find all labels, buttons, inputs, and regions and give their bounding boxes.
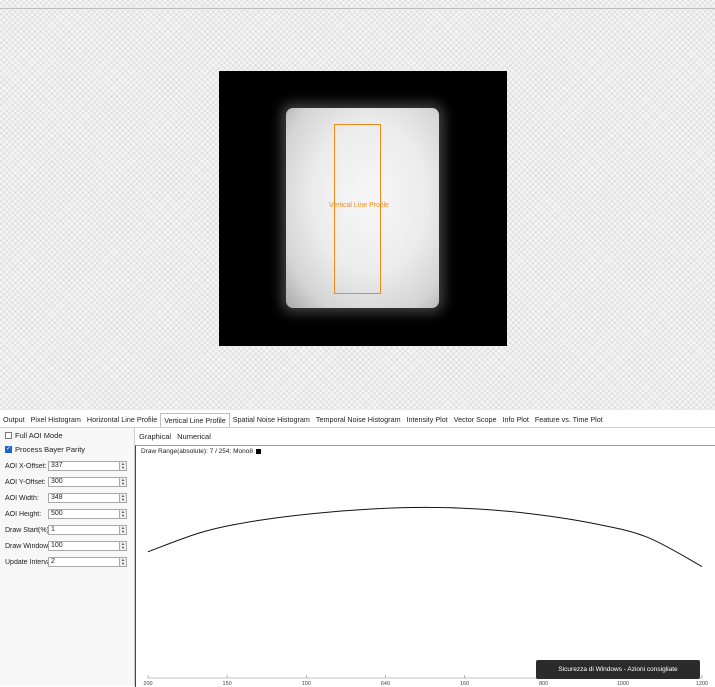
draw-window-input[interactable]: 100 (48, 541, 120, 551)
tab-pixel-histogram[interactable]: Pixel Histogram (30, 415, 81, 424)
subtab-graphical[interactable]: Graphical (137, 432, 174, 442)
draw-start-row: Draw Start(%): 1 ▲ ▼ (5, 524, 133, 536)
windows-security-toast[interactable]: Sicurezza di Windows - Azioni consigliat… (536, 660, 700, 679)
x-tick-label: 640 (381, 681, 390, 686)
update-interval-input[interactable]: 2 (48, 557, 120, 567)
graph-panel: Graphical Numerical Draw Range(absolute)… (135, 428, 715, 687)
spinner-arrows-icon[interactable]: ▲ ▼ (120, 493, 127, 503)
x-tick-label: 100 (302, 681, 311, 686)
aoi-y-offset-row: AOI Y-Offset: 300 ▲ ▼ (5, 476, 133, 488)
line-profile-plot: Draw Range(absolute): 7 / 254; Mono8 200… (135, 445, 715, 687)
tab-feature-vs-time-plot[interactable]: Feature vs. Time Plot (534, 415, 603, 424)
spinner-arrows-icon[interactable]: ▲ ▼ (120, 461, 127, 471)
param-label: AOI Width: (5, 494, 39, 502)
param-label: AOI Y-Offset: (5, 478, 46, 486)
x-tick-label: 800 (539, 681, 548, 686)
aoi-rectangle[interactable] (334, 124, 381, 294)
update-interval-row: Update Interval: 2 ▲▼ (5, 556, 133, 568)
aoi-overlay-label: Vertical Line Profile (329, 202, 389, 209)
tab-info-plot[interactable]: Info Plot (502, 415, 529, 424)
parameter-panel: Full AOI Mode Process Bayer Parity AOI X… (0, 428, 135, 686)
tab-temporal-noise-histogram[interactable]: Temporal Noise Histogram (315, 415, 401, 424)
param-label: Draw Window(%): (5, 542, 48, 550)
tab-horizontal-line-profile[interactable]: Horizontal Line Profile (86, 415, 158, 424)
tab-vector-scope[interactable]: Vector Scope (453, 415, 497, 424)
spinner-arrows-icon[interactable]: ▲ ▼ (120, 525, 127, 535)
aoi-width-input[interactable]: 348 (48, 493, 120, 503)
x-tick-label: 1000 (617, 681, 629, 686)
spinner-arrows-icon[interactable]: ▲ ▼ (120, 541, 127, 551)
draw-range-info: Draw Range(absolute): 7 / 254; Mono8 (141, 448, 262, 455)
draw-start-input[interactable]: 1 (48, 525, 120, 535)
x-tick-label: 150 (223, 681, 232, 686)
tab-intensity-plot[interactable]: Intensity Plot (406, 415, 448, 424)
viewer-top-border (0, 8, 715, 9)
param-label: Draw Start(%): (5, 526, 48, 534)
graph-subtabs: Graphical Numerical (137, 432, 213, 442)
tab-output[interactable]: Output (3, 415, 25, 424)
draw-range-text: Draw Range(absolute): 7 / 254; Mono8 (141, 448, 254, 455)
tab-spatial-noise-histogram[interactable]: Spatial Noise Histogram (232, 415, 310, 424)
x-tick-label: 200 (143, 681, 152, 686)
process-bayer-parity-checkbox[interactable]: Process Bayer Parity (5, 445, 85, 454)
spinner-arrows-icon[interactable]: ▲ ▼ (120, 477, 127, 487)
checkbox-box[interactable] (5, 432, 12, 439)
param-label: Update Interval: (5, 558, 48, 566)
subtab-numerical[interactable]: Numerical (177, 432, 211, 441)
checkbox-box[interactable] (5, 445, 12, 453)
tab-vertical-line-profile[interactable]: Vertical Line Profile (160, 413, 230, 427)
analysis-tab-bar: Output Pixel Histogram Horizontal Line P… (0, 413, 715, 428)
profile-line (147, 506, 703, 568)
aoi-y-offset-input[interactable]: 300 (48, 477, 120, 487)
x-tick-label: 1200 (696, 681, 708, 686)
param-label: AOI X-Offset: (5, 462, 47, 470)
aoi-x-offset-row: AOI X-Offset: 337 ▲ ▼ (5, 460, 133, 472)
draw-window-row: Draw Window(%): 100 ▲▼ (5, 540, 133, 552)
aoi-width-row: AOI Width: 348 ▲ ▼ (5, 492, 133, 504)
bright-target-area (286, 108, 439, 308)
spinner-arrows-icon[interactable]: ▲ ▼ (120, 557, 127, 567)
spinner-arrows-icon[interactable]: ▲ ▼ (120, 509, 127, 519)
profile-chart-svg: 200 150 100 640 160 800 1000 1200 (143, 506, 708, 686)
full-aoi-mode-checkbox[interactable]: Full AOI Mode (5, 431, 63, 440)
camera-image: Vertical Line Profile (219, 71, 507, 346)
x-tick-label: 160 (460, 681, 469, 686)
image-viewer[interactable]: Vertical Line Profile (0, 0, 715, 410)
aoi-x-offset-input[interactable]: 337 (48, 461, 120, 471)
aoi-height-input[interactable]: 500 (48, 509, 120, 519)
checkbox-label: Full AOI Mode (15, 431, 63, 440)
checkbox-label: Process Bayer Parity (15, 445, 86, 454)
param-label: AOI Height: (5, 510, 42, 518)
series-color-swatch (256, 449, 262, 454)
aoi-height-row: AOI Height: 500 ▲ ▼ (5, 508, 133, 520)
